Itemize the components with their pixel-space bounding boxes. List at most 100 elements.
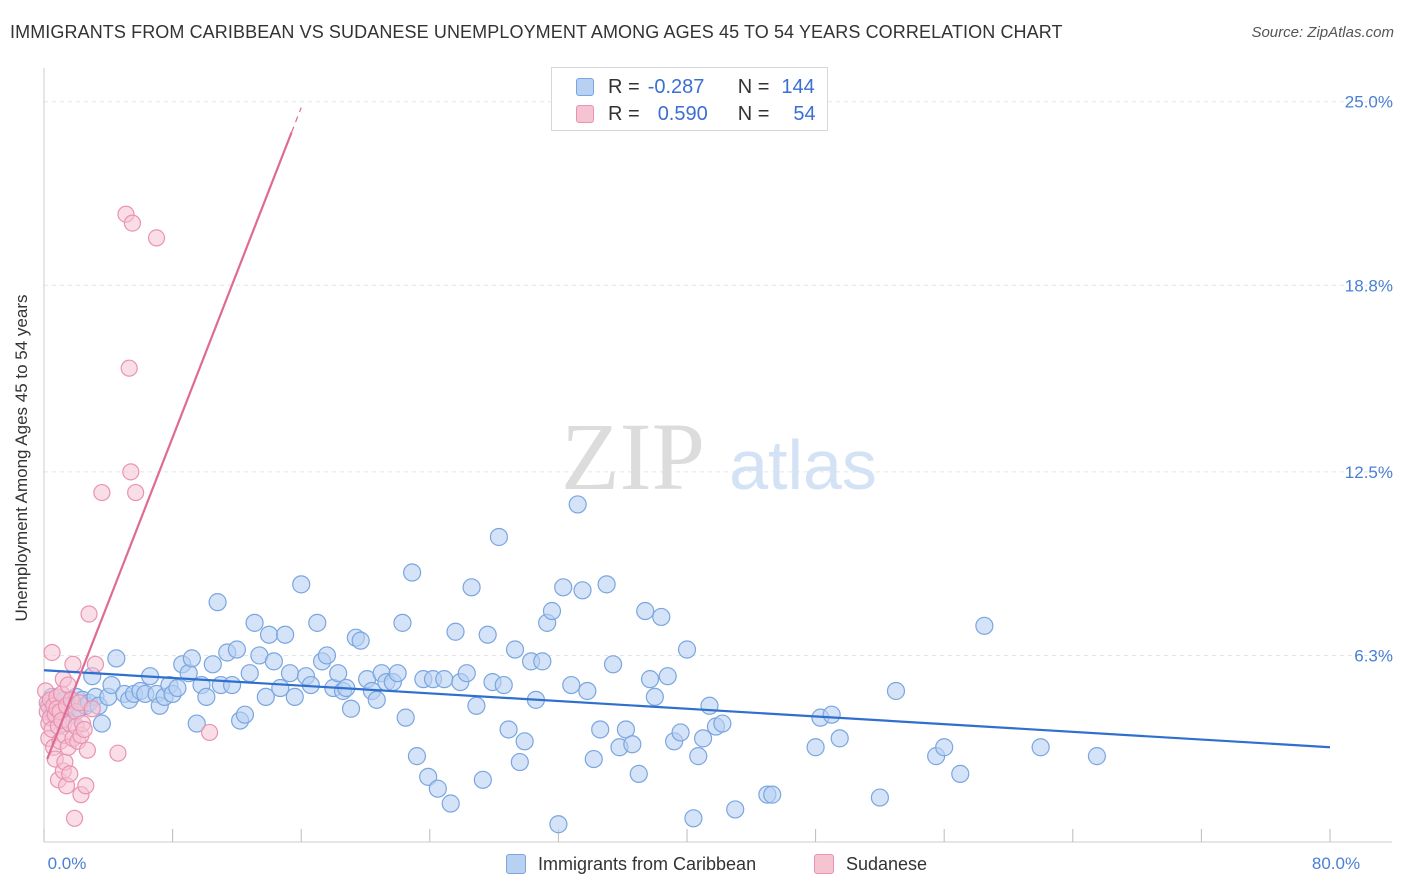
data-point-caribbean	[435, 670, 454, 689]
data-point-caribbean	[640, 670, 660, 689]
data-point-caribbean	[806, 738, 825, 757]
data-point-caribbean	[515, 732, 534, 751]
data-point-caribbean	[235, 705, 255, 724]
data-point-caribbean	[510, 752, 529, 772]
data-point-caribbean	[308, 613, 327, 632]
legend-r-value: 0.590	[657, 102, 708, 125]
data-point-caribbean	[107, 649, 126, 668]
data-point-sudanese	[64, 655, 82, 673]
bottom-legend-sudanese: Sudanese	[814, 852, 927, 876]
y-tick-label: 25.0%	[1345, 93, 1393, 112]
data-point-caribbean	[1031, 738, 1050, 757]
data-point-caribbean	[222, 675, 242, 695]
data-point-caribbean	[182, 649, 201, 668]
data-point-caribbean	[208, 593, 227, 612]
y-axis-title-wrap: Unemployment Among Ages 45 to 54 years	[2, 0, 42, 892]
data-point-caribbean	[457, 664, 476, 683]
y-tick-label: 18.8%	[1345, 276, 1393, 295]
legend-row-caribbean: R = -0.287 N = 144	[576, 75, 815, 99]
series-caribbean-points	[39, 495, 1107, 834]
data-point-caribbean	[870, 788, 890, 807]
data-point-caribbean	[187, 714, 206, 733]
trend-line-sudanese-extension	[290, 107, 302, 133]
chart-title: IMMIGRANTS FROM CARIBBEAN VS SUDANESE UN…	[10, 22, 1063, 42]
data-point-caribbean	[684, 809, 703, 828]
data-point-caribbean	[549, 815, 568, 834]
data-point-sudanese	[93, 483, 111, 502]
legend-r-label: R =	[608, 75, 640, 98]
tick-labels: 6.3% 12.5% 18.8% 25.0% 0.0% 80.0%	[48, 93, 1393, 873]
data-point-caribbean	[102, 675, 121, 695]
data-point-caribbean	[713, 714, 732, 733]
data-point-caribbean	[658, 667, 677, 686]
legend-swatch-pink	[576, 105, 594, 123]
watermark-zip: ZIP	[561, 403, 705, 510]
data-point-caribbean	[351, 631, 370, 650]
data-point-caribbean	[830, 729, 849, 748]
data-point-caribbean	[276, 625, 295, 644]
gridlines	[44, 101, 1392, 656]
legend-n-value: 144	[781, 75, 815, 98]
data-point-caribbean	[645, 687, 664, 706]
trend-lines	[43, 107, 1331, 760]
data-point-caribbean	[636, 601, 655, 621]
data-point-caribbean	[446, 622, 465, 641]
data-point-caribbean	[462, 578, 481, 597]
legend-r-value: -0.287	[647, 75, 705, 98]
bottom-legend-caribbean: Immigrants from Caribbean	[506, 852, 756, 876]
data-point-caribbean	[677, 640, 697, 659]
legend-n-label: N =	[737, 102, 770, 125]
data-point-sudanese	[200, 723, 219, 742]
y-tick-label: 12.5%	[1345, 463, 1393, 482]
series-sudanese-points	[37, 205, 219, 827]
data-point-caribbean	[763, 785, 782, 804]
data-point-sudanese	[123, 214, 142, 232]
data-point-caribbean	[542, 601, 562, 621]
data-point-caribbean	[603, 655, 623, 674]
data-point-sudanese	[86, 655, 105, 673]
data-point-caribbean	[1087, 747, 1107, 766]
y-tick-label: 6.3%	[1354, 646, 1393, 665]
data-point-caribbean	[317, 646, 337, 665]
data-point-caribbean	[591, 720, 610, 739]
data-point-sudanese	[120, 359, 138, 377]
legend-r-label: R =	[608, 102, 640, 125]
data-point-caribbean	[393, 613, 412, 632]
data-point-sudanese	[80, 605, 98, 623]
data-point-caribbean	[285, 687, 304, 706]
legend-row-sudanese: R = 0.590 N = 54	[576, 102, 816, 126]
data-point-caribbean	[935, 738, 954, 757]
data-point-sudanese	[65, 809, 84, 827]
data-point-caribbean	[689, 747, 708, 766]
data-point-caribbean	[168, 678, 187, 698]
data-point-sudanese	[61, 765, 79, 783]
data-point-caribbean	[403, 563, 422, 582]
data-point-caribbean	[292, 575, 311, 594]
data-point-sudanese	[75, 720, 93, 739]
data-point-sudanese	[83, 700, 101, 718]
data-point-caribbean	[407, 747, 427, 766]
data-point-caribbean	[822, 705, 841, 724]
data-point-caribbean	[975, 616, 994, 635]
legend-n-value: 54	[793, 102, 816, 125]
data-point-caribbean	[341, 699, 361, 718]
data-point-sudanese	[77, 777, 95, 795]
trend-line-caribbean	[43, 669, 1331, 749]
data-point-caribbean	[428, 779, 447, 798]
data-point-caribbean	[197, 687, 216, 706]
data-point-caribbean	[441, 794, 460, 813]
data-point-sudanese	[43, 643, 61, 662]
data-point-caribbean	[623, 735, 642, 754]
data-point-sudanese	[147, 229, 166, 247]
data-point-caribbean	[92, 714, 111, 733]
legend-swatch-blue	[576, 78, 594, 96]
data-point-caribbean	[726, 800, 745, 819]
data-point-caribbean	[568, 495, 587, 514]
data-point-caribbean	[419, 767, 438, 786]
source-credit: Source: ZipAtlas.com	[1251, 24, 1394, 41]
data-point-caribbean	[671, 723, 690, 742]
data-point-caribbean	[578, 681, 597, 701]
data-point-caribbean	[533, 652, 552, 671]
data-point-caribbean	[396, 708, 415, 727]
